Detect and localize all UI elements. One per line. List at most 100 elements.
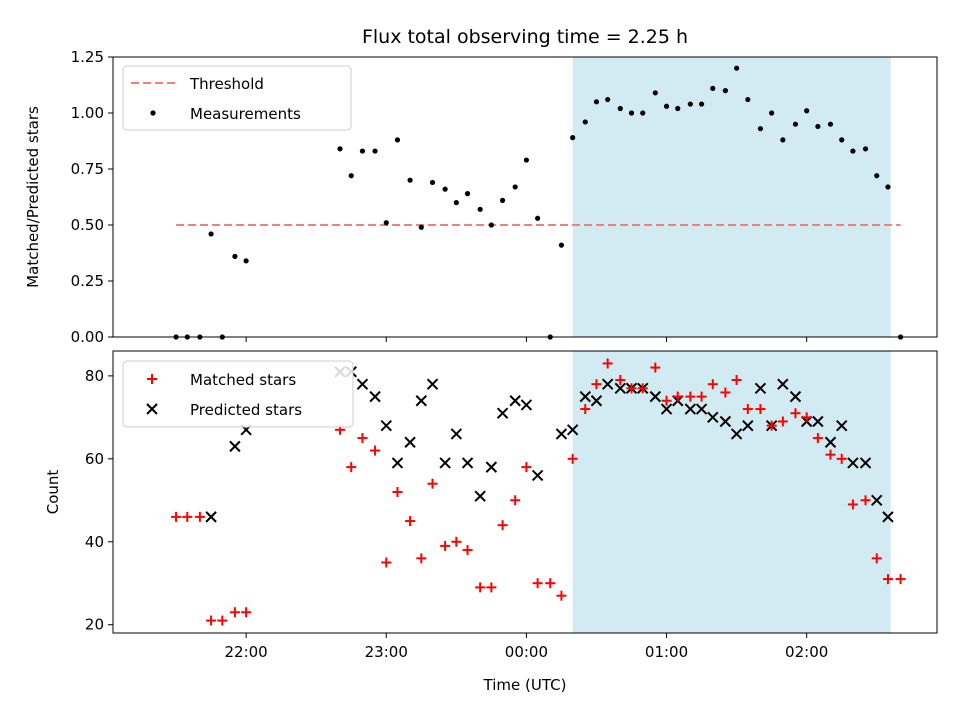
matched-star-marker [567,453,578,464]
measurement-point [488,222,494,228]
predicted-star-marker [812,415,824,428]
predicted-star-marker [229,440,241,453]
predicted-star-marker [426,378,439,390]
measurement-point [394,137,401,143]
matched-star-marker [790,408,801,419]
matched-star-marker [357,433,368,444]
predicted-star-marker [754,382,767,395]
predicted-star-marker [356,378,369,390]
matched-star-marker [427,478,438,489]
measurement-point [734,65,740,71]
matched-star-marker [241,607,252,618]
legend-predicted-swatch [146,403,158,415]
observing-window-shade-top [572,57,891,337]
ratio-y-tick-label: 0.50 [71,216,104,234]
measurement-point [582,119,588,125]
predicted-star-marker [531,469,544,482]
measurement-point [243,258,249,264]
predicted-star-marker [590,395,603,407]
measurement-point [442,186,448,192]
measurement-point [558,242,565,248]
measurement-point [499,197,506,203]
matched-star-marker [661,395,672,406]
measurement-point [757,126,764,132]
matched-star-marker [637,383,648,394]
matched-star-marker [731,375,742,386]
ratio-x-ticks [245,337,808,342]
measurement-point [628,110,635,116]
count-y-tick-label: 60 [85,450,104,468]
ratio-panel-frame [112,56,938,338]
matched-star-marker [871,553,882,564]
measurement-point [570,135,576,141]
matched-star-marker [229,607,240,618]
legend-measurements-label: Measurements [190,105,301,123]
matched-star-marker [755,404,766,415]
measurement-point [208,231,214,237]
predicted-star-marker [439,457,451,469]
measurement-point [675,105,681,112]
predicted-star-marker [836,419,848,432]
measurement-point [839,137,845,143]
predicted-star-marker [509,395,521,407]
matched-star-marker [895,574,906,585]
measurement-point [815,123,821,130]
measurement-point [512,184,518,190]
count-y-tick-label: 80 [85,367,104,385]
predicted-star-marker [730,428,743,440]
predicted-star-marker [415,395,428,407]
count-panel-frame [112,350,938,634]
predicted-star-marker [601,378,614,390]
matched-star-marker [532,578,543,589]
measurement-point [722,88,728,94]
count-panel: 20 40 60 80 22:00 23:00 00:00 01:00 02:00 Count… [44,350,938,694]
time-x-tick-label: 00:00 [505,643,548,661]
predicted-star-marker [614,382,626,395]
predicted-star-marker [882,511,894,523]
count-legend: Matched stars Predicted stars [122,360,354,428]
predicted-star-marker [461,457,474,469]
measurement-point [617,105,623,112]
predicted-star-marker [847,457,859,469]
measurement-points [173,65,904,340]
measurement-point [477,206,483,212]
matched-star-marker [217,615,228,626]
matched-star-marker [462,545,473,556]
predicted-star-marker [369,390,381,403]
measurement-point [874,173,880,179]
matched-star-marker [416,553,427,564]
measurement-point [605,96,611,103]
predicted-star-marker [474,490,486,502]
measurement-point [348,173,354,179]
predicted-star-marker [660,403,673,415]
matched-star-marker [405,516,416,527]
matched-star-marker [812,433,823,444]
measurement-point [745,96,751,103]
matched-star-marker [440,540,451,551]
matched-star-marker [194,511,205,522]
matched-star-marker [707,379,718,390]
ratio-panel: 0.00 0.25 0.50 0.75 1.00 1.25 Matched/Predict… [24,48,938,346]
measurement-point [464,191,471,197]
matched-star-marker [545,578,556,589]
predicted-star-marker [707,411,719,424]
measurement-point [885,184,891,190]
measurement-point [792,121,799,127]
predicted-star-marker [404,436,416,448]
time-x-tick-label: 02:00 [785,643,828,661]
predicted-star-marker [450,428,463,440]
measurement-point [453,200,459,206]
matched-star-marker [777,416,788,427]
matched-star-marker [696,391,707,402]
count-y-axis-label: Count [44,470,62,515]
measurement-point [232,253,238,259]
measurement-point [418,224,424,230]
measurement-point [535,215,541,221]
matched-star-marker [392,487,403,497]
predicted-star-marker [859,457,872,469]
predicted-star-marker [684,403,697,415]
matched-star-marker [475,582,486,593]
measurement-point [359,148,366,154]
predicted-star-marker [205,511,217,523]
matched-star-marker [171,511,182,522]
